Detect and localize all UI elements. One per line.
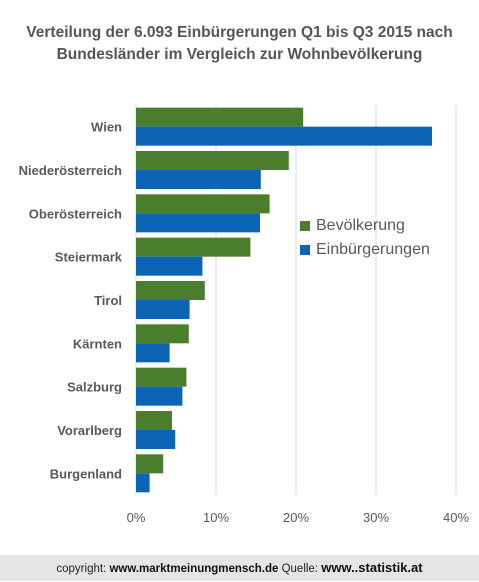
x-tick-label-0: 0% — [127, 510, 146, 525]
bar-bevölkerung-2 — [136, 194, 270, 214]
category-label-8: Burgenland — [50, 466, 122, 481]
category-label-4: Tirol — [94, 293, 122, 308]
bar-einbürgerungen-3 — [136, 256, 203, 276]
copyright-site: www.marktmeinungmensch.de — [109, 563, 279, 575]
bar-einbürgerungen-2 — [136, 213, 260, 233]
bar-einbürgerungen-6 — [136, 386, 183, 406]
legend: Bevölkerung Einbürgerungen — [300, 214, 430, 262]
bar-chart: 0% 10% 20% 30% 40% Wien Niederösterreich Oberös… — [19, 105, 469, 525]
bar-bevölkerung-3 — [136, 237, 251, 257]
legend-item-bevoelkerung: Bevölkerung — [300, 214, 430, 238]
bar-einbürgerungen-7 — [136, 430, 176, 449]
bar-bevölkerung-6 — [136, 367, 187, 387]
category-label-7: Vorarlberg — [57, 423, 122, 438]
bar-bevölkerung-5 — [136, 324, 189, 344]
legend-item-einbuergerungen: Einbürgerungen — [300, 238, 430, 262]
category-label-1: Niederösterreich — [19, 163, 122, 178]
bar-einbürgerungen-8 — [136, 473, 150, 493]
category-label-5: Kärnten — [73, 336, 122, 351]
bar-bevölkerung-1 — [136, 151, 289, 170]
bar-einbürgerungen-0 — [136, 126, 432, 146]
category-label-0: Wien — [91, 120, 122, 135]
copyright-label: copyright: — [56, 563, 107, 575]
legend-label-einbuergerungen: Einbürgerungen — [316, 241, 430, 258]
x-tick-label-30: 30% — [363, 510, 389, 525]
legend-swatch-bevoelkerung — [300, 221, 310, 231]
source-label: Quelle: — [281, 563, 319, 575]
chart-title: Verteilung der 6.093 Einbürgerungen Q1 b… — [26, 24, 453, 63]
source-site: www..statistik.at — [321, 560, 423, 575]
legend-label-bevoelkerung: Bevölkerung — [316, 217, 405, 234]
category-label-2: Oberösterreich — [29, 206, 122, 221]
legend-swatch-einbuergerungen — [300, 245, 310, 255]
bar-bevölkerung-0 — [136, 107, 304, 127]
bar-einbürgerungen-5 — [136, 343, 170, 363]
bar-einbürgerungen-4 — [136, 300, 190, 319]
category-label-3: Steiermark — [55, 250, 123, 265]
bar-bevölkerung-4 — [136, 281, 205, 300]
x-tick-label-40: 40% — [443, 510, 469, 525]
bar-bevölkerung-7 — [136, 411, 172, 430]
category-label-6: Salzburg — [67, 380, 122, 395]
bar-einbürgerungen-1 — [136, 170, 261, 189]
bar-bevölkerung-8 — [136, 454, 164, 474]
footer: copyright: www.marktmeinungmensch.de Que… — [0, 555, 479, 581]
x-tick-label-20: 20% — [283, 510, 309, 525]
x-tick-label-10: 10% — [203, 510, 229, 525]
